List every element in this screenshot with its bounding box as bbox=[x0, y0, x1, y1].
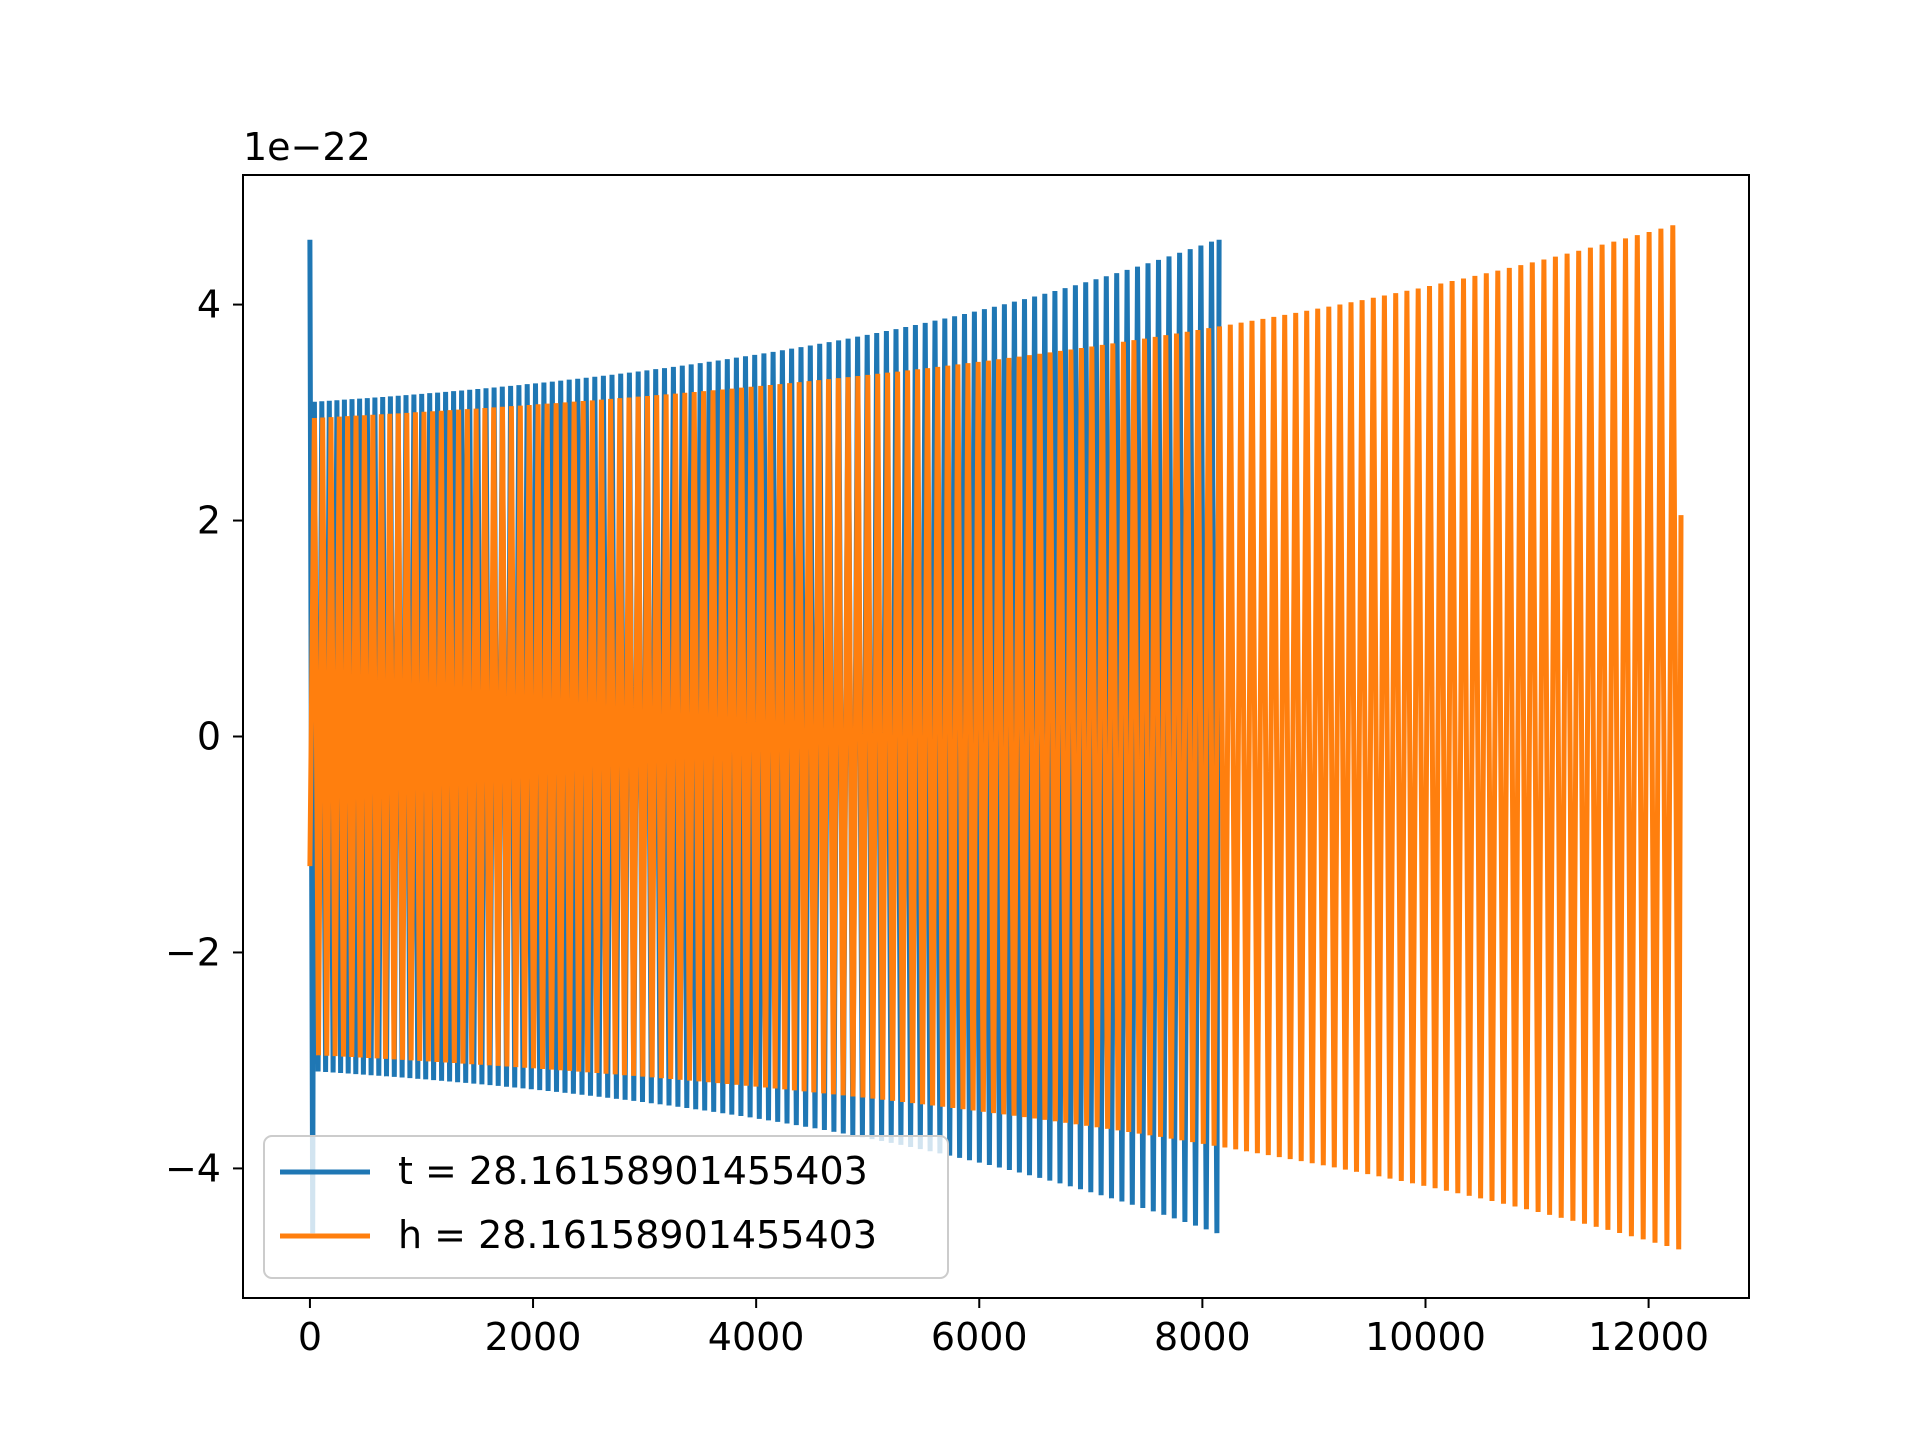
y-axis: 4 2 0 −2 −4 bbox=[165, 283, 243, 1190]
x-axis: 0 2000 4000 6000 8000 10000 12000 bbox=[298, 1298, 1709, 1359]
legend: t = 28.16158901455403 h = 28.16158901455… bbox=[263, 1135, 949, 1279]
y-axis-offset-label: 1e−22 bbox=[243, 125, 371, 169]
y-tick-label-2: 0 bbox=[197, 715, 221, 759]
legend-label-series-2: h = 28.16158901455403 bbox=[398, 1213, 877, 1257]
legend-label-series-1: t = 28.16158901455403 bbox=[398, 1149, 868, 1193]
plot-area bbox=[307, 225, 1684, 1250]
y-tick-label-0: 4 bbox=[197, 283, 221, 327]
x-tick-label-0: 0 bbox=[298, 1315, 322, 1359]
x-tick-label-1: 2000 bbox=[485, 1315, 582, 1359]
y-tick-label-4: −4 bbox=[165, 1146, 221, 1190]
y-tick-label-3: −2 bbox=[165, 930, 221, 974]
x-tick-label-5: 10000 bbox=[1365, 1315, 1486, 1359]
x-tick-label-2: 4000 bbox=[708, 1315, 805, 1359]
x-tick-label-4: 8000 bbox=[1154, 1315, 1251, 1359]
x-tick-label-3: 6000 bbox=[931, 1315, 1028, 1359]
y-tick-label-1: 2 bbox=[197, 499, 221, 543]
series-line-2 bbox=[307, 225, 1684, 1250]
x-tick-label-6: 12000 bbox=[1588, 1315, 1709, 1359]
legend-box bbox=[263, 1135, 949, 1279]
